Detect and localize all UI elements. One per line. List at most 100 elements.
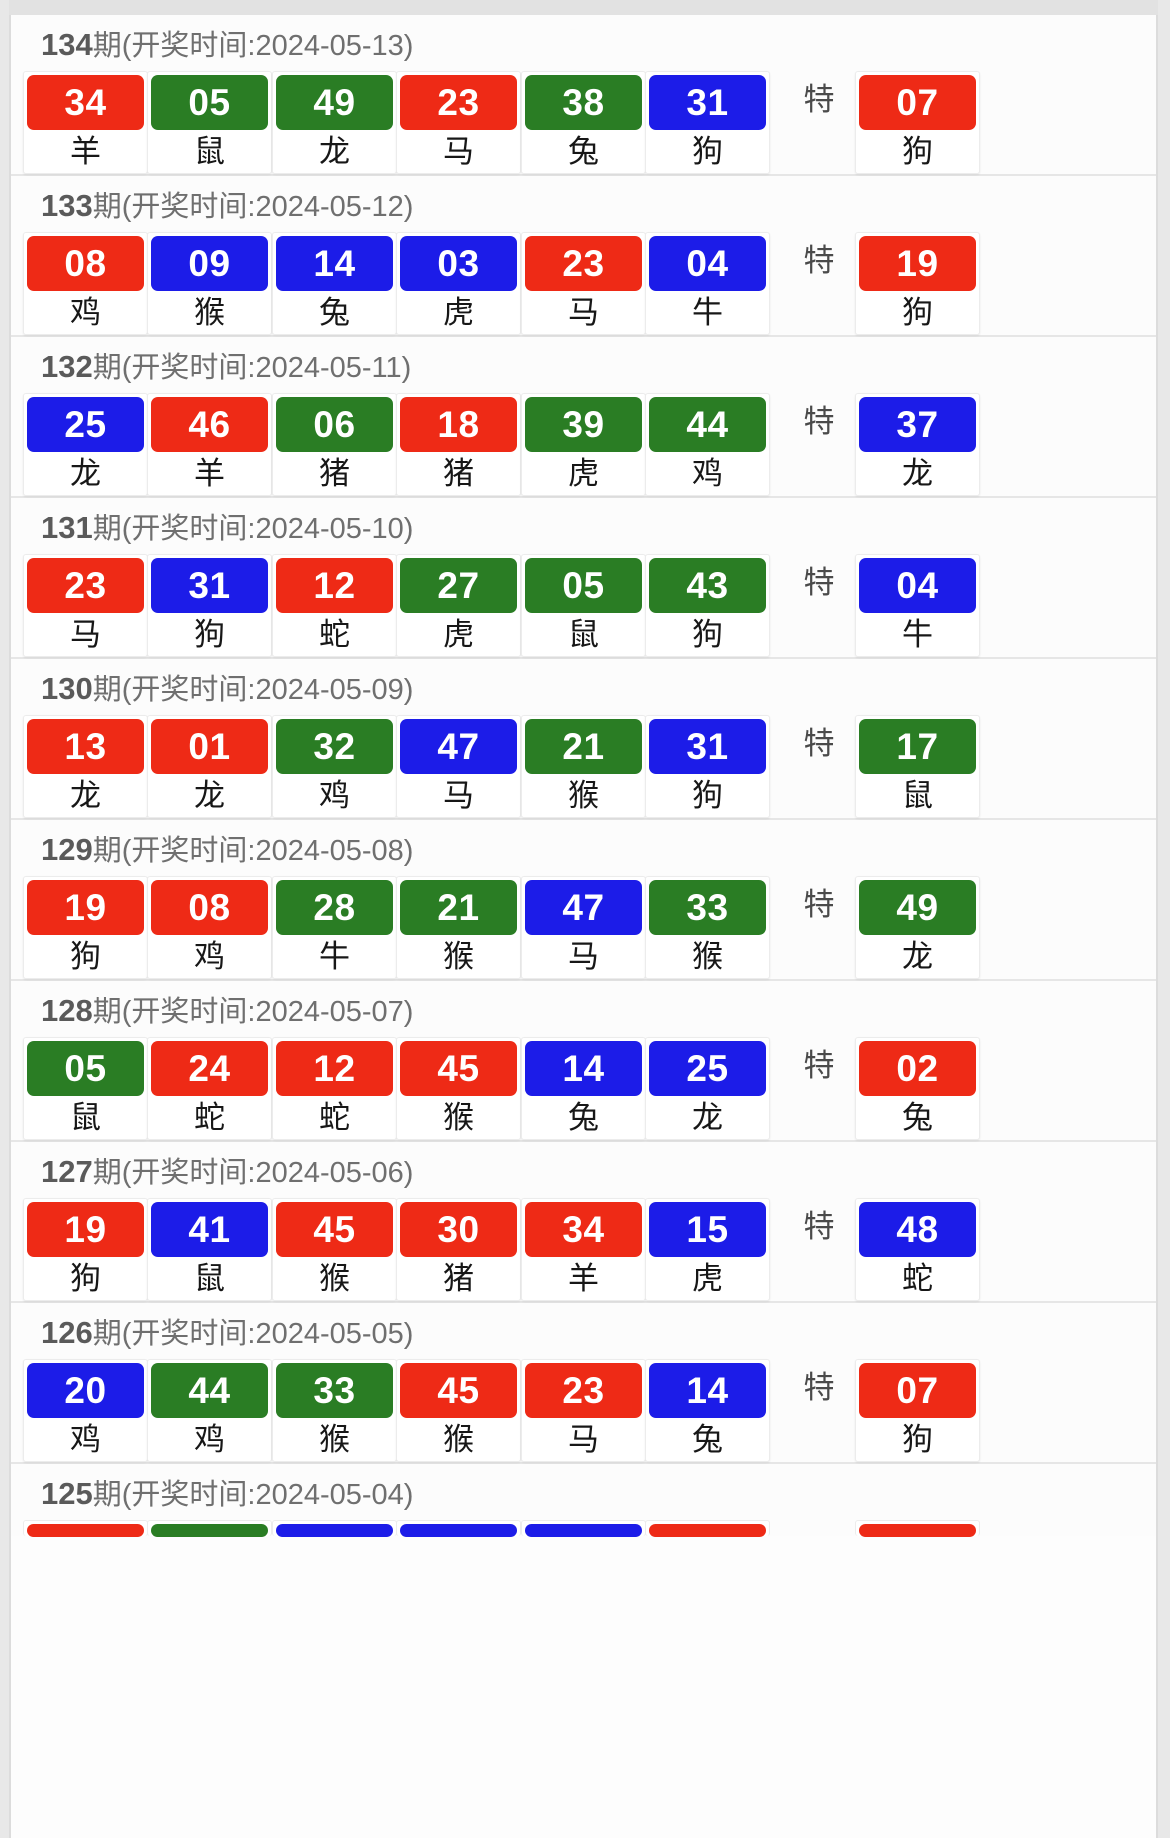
draw-ball[interactable]: 21 猴 — [521, 715, 646, 818]
draw-ball-zodiac: 鸡 — [70, 295, 101, 330]
draw-ball[interactable]: 31 狗 — [645, 715, 770, 818]
special-ball[interactable]: 07 狗 — [855, 71, 980, 174]
draw-row[interactable]: 133期(开奖时间:2024-05-12) 08 鸡 09 猴 14 兔 03 虎 23 马 04 牛特… — [11, 176, 1156, 337]
draw-ball-zodiac: 蛇 — [194, 1100, 225, 1135]
draw-ball[interactable]: 03 虎 — [396, 232, 521, 335]
draw-ball[interactable]: 43 狗 — [645, 554, 770, 657]
draw-ball-zodiac: 马 — [568, 295, 599, 330]
special-ball[interactable]: 02 兔 — [855, 1037, 980, 1140]
draw-ball-number: 14 — [276, 236, 393, 291]
draw-ball-number: 23 — [525, 236, 642, 291]
draw-ball-zodiac: 羊 — [70, 134, 101, 169]
draw-ball-number: 06 — [276, 397, 393, 452]
special-ball[interactable]: 37 龙 — [855, 393, 980, 496]
draw-ball[interactable] — [645, 1520, 770, 1537]
draw-ball[interactable] — [23, 1520, 148, 1537]
draw-row[interactable]: 132期(开奖时间:2024-05-11) 25 龙 46 羊 06 猪 18 猪 39 虎 44 鸡特… — [11, 337, 1156, 498]
draw-ball[interactable]: 31 狗 — [645, 71, 770, 174]
draw-ball[interactable]: 32 鸡 — [272, 715, 397, 818]
draw-ball[interactable]: 44 鸡 — [645, 393, 770, 496]
draw-ball[interactable]: 05 鼠 — [521, 554, 646, 657]
ball-strip: 34 羊 05 鼠 49 龙 23 马 38 兔 31 狗 特 07 狗 — [11, 71, 1156, 174]
draw-row[interactable]: 131期(开奖时间:2024-05-10) 23 马 31 狗 12 蛇 27 虎 05 鼠 43 狗特… — [11, 498, 1156, 659]
draw-ball-zodiac: 猴 — [319, 1261, 350, 1296]
draw-ball[interactable]: 27 虎 — [396, 554, 521, 657]
draw-ball[interactable]: 45 猴 — [396, 1037, 521, 1140]
draw-ball[interactable]: 41 鼠 — [147, 1198, 272, 1301]
draw-ball[interactable]: 47 马 — [396, 715, 521, 818]
draw-ball[interactable]: 45 猴 — [272, 1198, 397, 1301]
draw-ball[interactable] — [272, 1520, 397, 1537]
draw-ball[interactable]: 49 龙 — [272, 71, 397, 174]
draw-row[interactable]: 126期(开奖时间:2024-05-05) 20 鸡 44 鸡 33 猴 45 猴 23 马 14 兔特… — [11, 1303, 1156, 1464]
draw-row[interactable]: 128期(开奖时间:2024-05-07) 05 鼠 24 蛇 12 蛇 45 猴 14 兔 25 龙特… — [11, 981, 1156, 1142]
draw-ball[interactable]: 24 蛇 — [147, 1037, 272, 1140]
special-ball[interactable]: 19 狗 — [855, 232, 980, 335]
special-ball[interactable]: 04 牛 — [855, 554, 980, 657]
draw-ball[interactable]: 18 猪 — [396, 393, 521, 496]
draw-ball[interactable]: 05 鼠 — [147, 71, 272, 174]
draw-ball[interactable]: 12 蛇 — [272, 554, 397, 657]
draw-ball[interactable]: 19 狗 — [23, 1198, 148, 1301]
draw-ball-zodiac: 龙 — [70, 778, 101, 813]
draw-ball[interactable]: 30 猪 — [396, 1198, 521, 1301]
special-ball[interactable]: 07 狗 — [855, 1359, 980, 1462]
draw-ball[interactable]: 23 马 — [396, 71, 521, 174]
draw-ball[interactable]: 04 牛 — [645, 232, 770, 335]
special-ball[interactable]: 17 鼠 — [855, 715, 980, 818]
draw-ball[interactable]: 15 虎 — [645, 1198, 770, 1301]
draw-ball[interactable]: 28 牛 — [272, 876, 397, 979]
draw-ball[interactable] — [396, 1520, 521, 1537]
draw-row[interactable]: 127期(开奖时间:2024-05-06) 19 狗 41 鼠 45 猴 30 猪 34 羊 15 虎特… — [11, 1142, 1156, 1303]
draw-ball[interactable] — [147, 1520, 272, 1537]
draw-ball[interactable]: 39 虎 — [521, 393, 646, 496]
draw-ball-number: 34 — [27, 75, 144, 130]
draw-ball[interactable]: 06 猪 — [272, 393, 397, 496]
draw-ball[interactable]: 05 鼠 — [23, 1037, 148, 1140]
draw-ball-number: 30 — [400, 1202, 517, 1257]
draw-ball-number: 08 — [151, 880, 268, 935]
special-ball[interactable]: 48 蛇 — [855, 1198, 980, 1301]
draw-ball[interactable]: 33 猴 — [272, 1359, 397, 1462]
draw-ball[interactable]: 25 龙 — [23, 393, 148, 496]
draw-ball[interactable]: 14 兔 — [521, 1037, 646, 1140]
draw-ball[interactable]: 46 羊 — [147, 393, 272, 496]
draw-issue-number: 125 — [41, 1476, 93, 1511]
draw-date-text: 期(开奖时间:2024-05-05) — [92, 1318, 414, 1350]
draw-ball[interactable] — [521, 1520, 646, 1537]
special-ball-number: 07 — [859, 1363, 976, 1418]
draw-ball[interactable]: 08 鸡 — [23, 232, 148, 335]
draw-ball[interactable]: 14 兔 — [645, 1359, 770, 1462]
draw-ball[interactable]: 33 猴 — [645, 876, 770, 979]
draw-ball[interactable]: 23 马 — [23, 554, 148, 657]
draw-row[interactable]: 129期(开奖时间:2024-05-08) 19 狗 08 鸡 28 牛 21 猴 47 马 33 猴特… — [11, 820, 1156, 981]
draw-ball[interactable]: 23 马 — [521, 1359, 646, 1462]
draw-row[interactable]: 130期(开奖时间:2024-05-09) 13 龙 01 龙 32 鸡 47 马 21 猴 31 狗特… — [11, 659, 1156, 820]
draw-ball[interactable]: 09 猴 — [147, 232, 272, 335]
draw-ball[interactable]: 34 羊 — [23, 71, 148, 174]
special-ball[interactable] — [855, 1520, 980, 1537]
draw-ball[interactable]: 25 龙 — [645, 1037, 770, 1140]
draw-ball[interactable]: 21 猴 — [396, 876, 521, 979]
draw-ball[interactable]: 08 鸡 — [147, 876, 272, 979]
draw-ball[interactable]: 19 狗 — [23, 876, 148, 979]
draw-ball[interactable]: 14 兔 — [272, 232, 397, 335]
draw-ball-zodiac: 羊 — [568, 1261, 599, 1296]
draw-ball[interactable]: 13 龙 — [23, 715, 148, 818]
draw-ball-number: 33 — [276, 1363, 393, 1418]
draw-row[interactable]: 125期(开奖时间:2024-05-04) — [11, 1464, 1156, 1537]
draw-ball[interactable]: 38 兔 — [521, 71, 646, 174]
draw-ball[interactable]: 23 马 — [521, 232, 646, 335]
draw-issue-number: 133 — [41, 188, 93, 223]
draw-ball[interactable]: 44 鸡 — [147, 1359, 272, 1462]
draw-ball[interactable]: 47 马 — [521, 876, 646, 979]
draw-ball[interactable]: 20 鸡 — [23, 1359, 148, 1462]
draw-row[interactable]: 134期(开奖时间:2024-05-13) 34 羊 05 鼠 49 龙 23 马 38 兔 31 狗特… — [11, 15, 1156, 176]
draw-ball[interactable]: 01 龙 — [147, 715, 272, 818]
draw-ball[interactable]: 12 蛇 — [272, 1037, 397, 1140]
draw-ball[interactable]: 45 猴 — [396, 1359, 521, 1462]
special-ball[interactable]: 49 龙 — [855, 876, 980, 979]
draw-date-text: 期(开奖时间:2024-05-09) — [92, 674, 414, 706]
draw-ball[interactable]: 31 狗 — [147, 554, 272, 657]
draw-ball[interactable]: 34 羊 — [521, 1198, 646, 1301]
